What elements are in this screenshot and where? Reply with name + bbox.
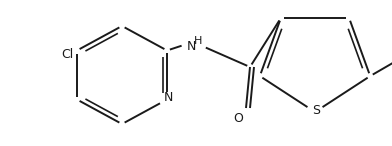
Text: H: H — [194, 36, 202, 46]
Text: Cl: Cl — [61, 48, 73, 61]
Text: O: O — [233, 112, 243, 125]
Text: N: N — [186, 40, 196, 53]
Text: N: N — [163, 91, 173, 104]
Text: S: S — [312, 105, 320, 118]
